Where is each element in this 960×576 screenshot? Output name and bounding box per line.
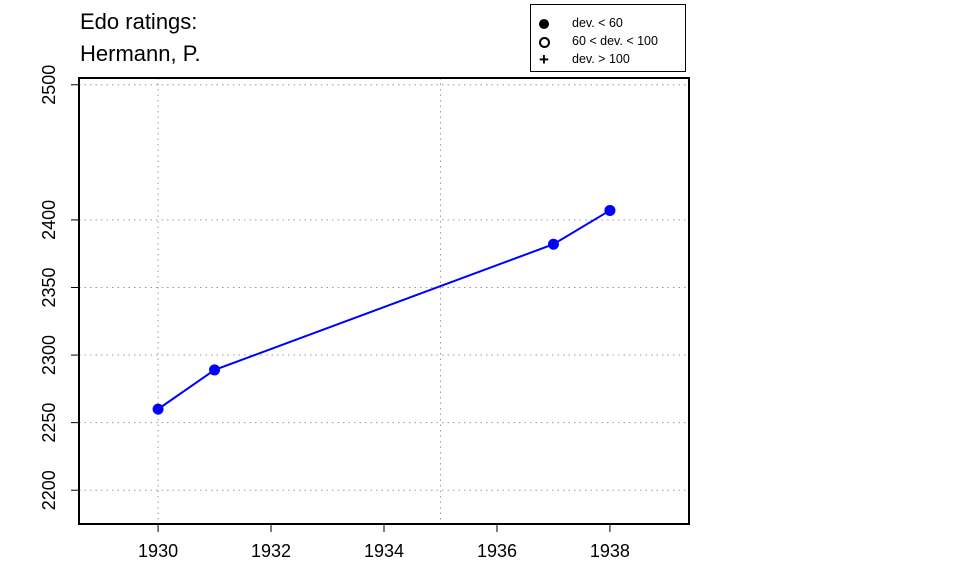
series-line bbox=[157, 209, 611, 410]
y-tick-label: 2300 bbox=[39, 335, 59, 375]
y-tick-label: 2200 bbox=[39, 470, 59, 510]
x-tick-label: 1930 bbox=[138, 541, 178, 561]
x-tick-label: 1932 bbox=[251, 541, 291, 561]
open-circle-icon bbox=[537, 33, 551, 51]
legend-label: dev. < 60 bbox=[572, 16, 623, 30]
y-tick-label: 2400 bbox=[39, 200, 59, 240]
chart-title-line-1: Edo ratings: bbox=[80, 9, 198, 34]
plus-icon: + bbox=[539, 50, 549, 69]
chart-legend: dev. < 60 60 < dev. < 100 + dev. > 100 bbox=[530, 4, 686, 72]
x-tick-label: 1936 bbox=[477, 541, 517, 561]
chart-title-line-2: Hermann, P. bbox=[80, 41, 201, 66]
x-tick-label: 1934 bbox=[364, 541, 404, 561]
data-point bbox=[547, 238, 559, 250]
data-point bbox=[604, 204, 616, 216]
plot-frame bbox=[78, 77, 690, 525]
data-point bbox=[152, 403, 164, 415]
legend-label: 60 < dev. < 100 bbox=[572, 34, 658, 48]
data-point bbox=[209, 364, 221, 376]
legend-item-dev-lt-60: dev. < 60 bbox=[531, 15, 685, 33]
legend-label: dev. > 100 bbox=[572, 52, 630, 66]
legend-item-dev-gt-100: + dev. > 100 bbox=[531, 51, 685, 69]
y-tick-label: 2500 bbox=[39, 65, 59, 105]
filled-circle-icon bbox=[537, 15, 551, 33]
legend-item-dev-60-100: 60 < dev. < 100 bbox=[531, 33, 685, 51]
y-tick-label: 2350 bbox=[39, 267, 59, 307]
x-tick-label: 1938 bbox=[590, 541, 630, 561]
y-tick-label: 2250 bbox=[39, 403, 59, 443]
